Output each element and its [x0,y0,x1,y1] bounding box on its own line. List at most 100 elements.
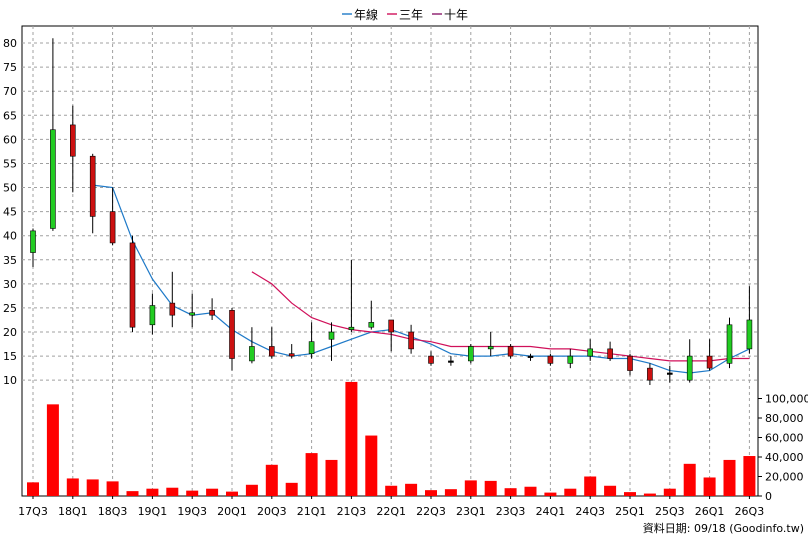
candle-body [666,372,673,375]
volume-bar [464,480,477,496]
price-tick-label: 20 [3,326,17,339]
volume-bar [444,489,457,496]
candle-body [89,155,96,217]
price-tick-label: 65 [3,109,17,122]
candle-body [328,331,335,340]
data-date-source: 資料日期: 09/18 (Goodinfo.tw) [643,521,804,535]
volume-bar [484,480,497,496]
x-tick-label: 20Q1 [217,505,247,518]
x-tick-label: 19Q1 [138,505,168,518]
volume-bar [425,490,437,496]
volume-tick-label: 40,000 [765,451,804,464]
candle-body [686,355,693,381]
candle-body [109,211,116,244]
volume-bar [643,493,656,496]
legend-label: 十年 [444,8,468,22]
x-tick-label: 24Q3 [575,505,605,518]
price-tick-label: 25 [3,302,17,315]
volume-bar [305,453,318,496]
price-tick-label: 70 [3,85,17,98]
price-tick-label: 30 [3,278,17,291]
volume-tick-label: 100,000 [765,393,808,406]
candle-body [169,302,176,316]
price-tick-label: 40 [3,230,17,243]
candle-body [448,360,454,363]
candle-body [288,353,295,357]
x-tick-label: 21Q1 [297,505,327,518]
volume-bar [166,487,179,496]
candle-body [368,322,375,328]
volume-bar [365,435,378,496]
candle-body [587,348,594,357]
volume-bar [683,463,696,496]
volume-bar [584,476,597,496]
legend-label: 三年 [399,8,423,22]
volume-bar [743,456,756,496]
volume-bar [66,478,79,496]
price-tick-label: 80 [3,37,17,50]
candle-body [408,331,414,350]
candle-body [607,348,613,359]
volume-bar [27,482,39,496]
volume-bar [703,477,716,496]
x-tick-label: 25Q3 [655,505,685,518]
candlesticks [30,38,753,385]
volume-bar [524,486,537,496]
price-axis-ticks: 10 15 20 25 30 35 40 45 50 55 60 65 70 75 80 [3,37,17,387]
candle-body [428,355,434,364]
volume-bar [86,479,99,496]
x-tick-label: 24Q1 [536,505,566,518]
candle-body [746,319,753,350]
chart-legend: 年線 三年 十年 [342,7,468,22]
price-tick-label: 10 [3,374,17,387]
price-tick-label: 45 [3,206,17,219]
moving-average-lines [92,184,750,374]
x-tick-label: 26Q3 [735,505,765,518]
volume-bar [723,459,736,496]
candle-body [467,346,474,362]
series-line-年線 [92,184,750,374]
candle-body [706,355,713,369]
volume-tick-label: 20,000 [765,471,804,484]
volume-tick-label: 0 [765,490,772,503]
volume-bar [663,488,676,496]
candle-body [308,341,315,354]
candle-body [129,242,136,328]
volume-bar [245,484,258,496]
volume-bar [564,488,577,496]
candle-body [249,346,255,362]
x-tick-label: 22Q1 [376,505,406,518]
volume-tick-label: 80,000 [765,412,804,425]
candle-body [487,346,494,350]
volume-bar [265,464,278,496]
volume-bar [285,482,298,496]
price-tick-label: 15 [3,350,17,363]
volume-bar [405,483,418,496]
price-tick-label: 55 [3,157,17,170]
x-tick-label: 19Q3 [177,505,207,518]
volume-bar [106,481,119,496]
volume-bar [46,404,59,496]
candle-body [726,324,733,364]
x-tick-label: 23Q1 [456,505,486,518]
volume-bar [385,485,398,496]
candle-body [507,346,514,357]
price-tick-label: 75 [3,61,17,74]
candle-body [527,355,534,358]
candle-body [567,355,574,364]
candle-body [189,312,195,316]
volume-tick-label: 60,000 [765,432,804,445]
price-tick-label: 35 [3,254,17,267]
volume-bar [624,492,636,496]
volume-bar [206,488,219,496]
volume-bar [126,491,139,496]
volume-bar [325,459,338,496]
candle-body [50,129,56,229]
x-tick-label: 22Q3 [416,505,446,518]
x-axis-ticks: 17Q3 18Q1 18Q3 19Q1 19Q3 20Q1 20Q3 21Q1 21Q3 22Q1… [18,496,764,518]
volume-bar [186,490,199,496]
candle-body [229,310,235,359]
candle-body [30,230,36,253]
candle-body [209,310,215,316]
